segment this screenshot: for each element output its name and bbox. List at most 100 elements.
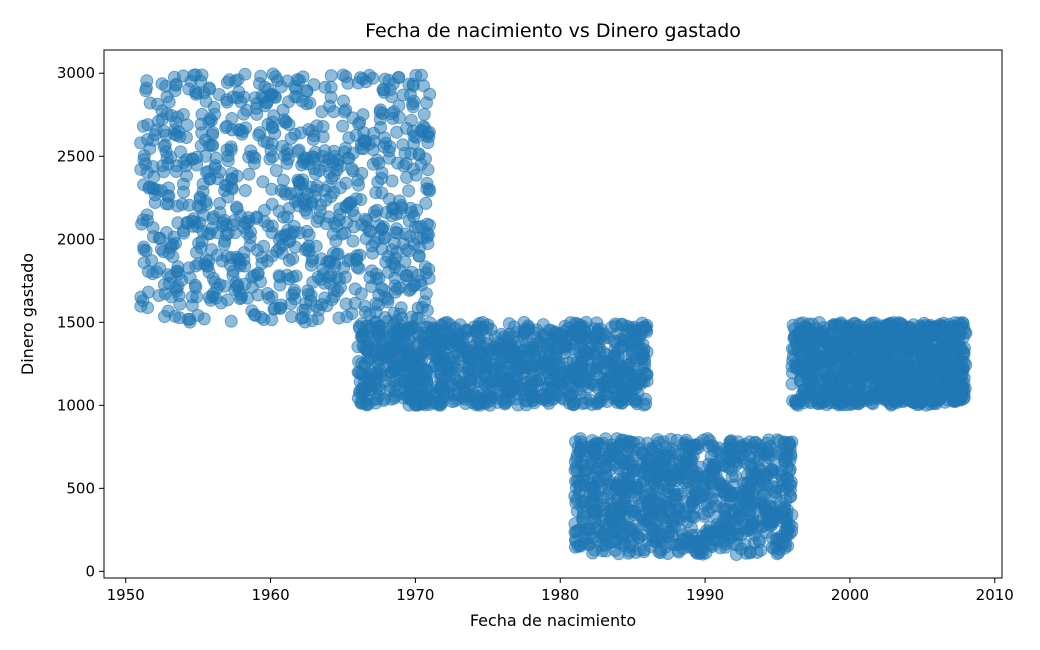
data-point [740, 524, 754, 538]
data-point [269, 164, 283, 177]
data-point [196, 177, 210, 191]
data-point [422, 182, 436, 196]
data-point [650, 471, 664, 485]
data-point [735, 542, 748, 556]
data-point [634, 509, 648, 523]
data-point [162, 189, 176, 203]
data-point [711, 473, 725, 487]
data-point [911, 322, 925, 336]
data-point [254, 69, 268, 83]
data-point [611, 354, 624, 368]
data-point [162, 246, 176, 260]
data-point [863, 371, 877, 385]
data-point [237, 246, 251, 260]
data-point [421, 163, 435, 177]
data-point [773, 434, 787, 448]
data-point [530, 338, 544, 351]
data-point [653, 546, 667, 560]
data-point [340, 310, 354, 324]
data-point [448, 394, 462, 408]
data-point [135, 217, 149, 231]
data-point [599, 387, 613, 401]
data-point [240, 227, 254, 240]
data-point [844, 322, 858, 336]
data-point [408, 220, 422, 234]
data-point [237, 90, 251, 104]
data-point [525, 373, 538, 387]
data-point [822, 346, 836, 360]
data-point [195, 234, 209, 248]
data-point [255, 89, 269, 103]
data-point [517, 361, 531, 375]
data-point [180, 215, 194, 229]
data-point [881, 362, 895, 376]
data-point [875, 339, 889, 353]
data-point [152, 289, 166, 302]
data-point [769, 484, 782, 498]
data-point [354, 287, 368, 301]
data-point [823, 393, 837, 407]
data-point [199, 133, 212, 147]
data-point [926, 363, 940, 376]
data-point [210, 248, 224, 262]
data-point [661, 449, 675, 463]
data-point [888, 375, 902, 388]
data-point [624, 435, 638, 449]
data-point [356, 72, 370, 86]
data-point [390, 125, 404, 139]
data-point [183, 312, 197, 326]
data-point [205, 222, 219, 236]
data-point [356, 108, 370, 122]
x-tick-label: 1950 [107, 586, 145, 604]
y-axis-label: Dinero gastado [18, 253, 37, 375]
data-point [421, 237, 435, 251]
data-point [399, 227, 413, 241]
data-point [420, 96, 433, 110]
data-point [919, 348, 933, 362]
data-point [694, 542, 708, 556]
data-point [842, 387, 856, 401]
data-point [724, 488, 738, 502]
data-point [781, 539, 795, 553]
data-point [172, 125, 186, 139]
data-point [351, 340, 365, 354]
data-point [375, 166, 389, 180]
data-point [337, 94, 350, 108]
data-point [758, 453, 772, 467]
data-point [348, 296, 362, 310]
data-point [593, 357, 607, 371]
data-point [324, 69, 338, 83]
data-point [370, 392, 384, 406]
data-point [580, 474, 594, 488]
data-point [272, 232, 286, 246]
data-point [186, 152, 200, 166]
y-tick-label: 2500 [57, 147, 95, 165]
data-point [510, 392, 524, 406]
y-tick-label: 1500 [57, 313, 95, 331]
data-point [539, 361, 553, 375]
data-point [254, 275, 267, 289]
data-point [189, 281, 203, 295]
data-point [600, 534, 614, 547]
data-point [342, 152, 356, 165]
data-point [591, 454, 605, 468]
data-point [616, 496, 630, 510]
x-axis-label: Fecha de nacimiento [470, 611, 636, 630]
data-point [278, 185, 292, 199]
data-point [395, 201, 409, 215]
x-tick-label: 1980 [541, 586, 579, 604]
data-point [823, 373, 837, 387]
data-point [423, 316, 437, 330]
data-point [242, 167, 256, 181]
data-point [500, 374, 514, 388]
data-point [199, 94, 213, 108]
data-point [200, 259, 214, 273]
data-point [197, 312, 211, 326]
data-point [705, 540, 719, 554]
data-point [213, 197, 227, 210]
data-point [637, 343, 651, 356]
y-tick-label: 1000 [57, 396, 95, 414]
data-point [327, 246, 340, 260]
data-point [412, 249, 426, 263]
data-point [570, 464, 584, 478]
